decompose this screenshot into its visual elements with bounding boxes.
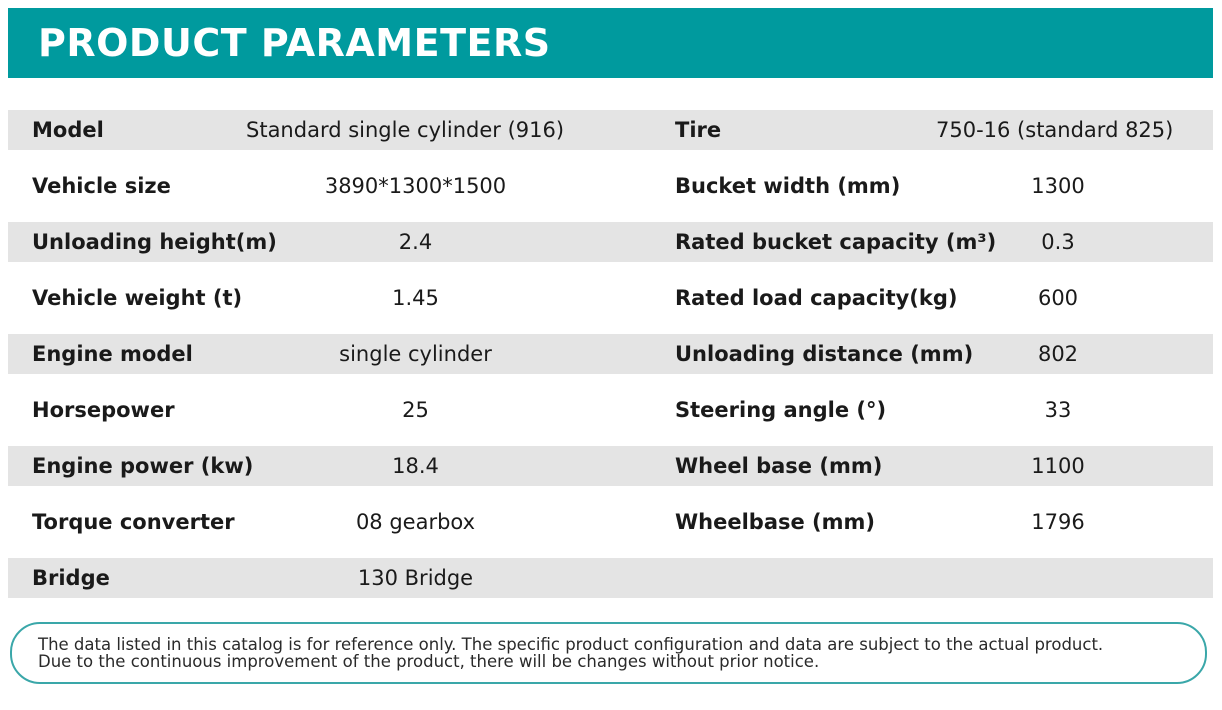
header-banner: PRODUCT PARAMETERS <box>8 8 1213 78</box>
table-row: Bridge 130 Bridge <box>8 556 1213 612</box>
param-label: Rated load capacity(kg) <box>675 286 958 310</box>
param-label: Torque converter <box>32 510 235 534</box>
param-label: Model <box>32 118 104 142</box>
table-row: Horsepower 25 Steering angle (°) 33 <box>8 388 1213 444</box>
param-value <box>978 556 1138 600</box>
param-label: Horsepower <box>32 398 175 422</box>
param-label: Engine power (kw) <box>32 454 254 478</box>
param-value: 1100 <box>1031 454 1085 478</box>
table-row: Engine model single cylinder Unloading d… <box>8 332 1213 388</box>
param-value: 802 <box>1037 342 1079 366</box>
param-value: single cylinder <box>339 342 492 366</box>
param-value: 1300 <box>1031 174 1085 198</box>
param-value: 33 <box>1044 398 1072 422</box>
param-label: Tire <box>675 118 722 142</box>
table-row: Unloading height(m) 2.4 Rated bucket cap… <box>8 220 1213 276</box>
param-value: 0.3 <box>1041 230 1075 254</box>
param-value: 18.4 <box>392 454 439 478</box>
param-label: Wheelbase (mm) <box>675 510 876 534</box>
param-label: Unloading height(m) <box>32 230 277 254</box>
table-row: Vehicle weight (t) 1.45 Rated load capac… <box>8 276 1213 332</box>
param-value: 25 <box>402 398 429 422</box>
parameters-table: Model Standard single cylinder (916) Tir… <box>8 108 1213 612</box>
param-label: Wheel base (mm) <box>675 454 883 478</box>
param-value: 3890*1300*1500 <box>324 174 507 198</box>
param-label: Vehicle size <box>32 174 171 198</box>
param-value: 08 gearbox <box>355 510 476 534</box>
param-label: Steering angle (°) <box>675 398 887 422</box>
table-row: Vehicle size 3890*1300*1500 Bucket width… <box>8 164 1213 220</box>
param-label: Unloading distance (mm) <box>675 342 974 366</box>
param-value: 1.45 <box>392 286 439 310</box>
param-label: Bridge <box>32 566 110 590</box>
page-title: PRODUCT PARAMETERS <box>38 21 551 65</box>
param-value: 1796 <box>1031 510 1085 534</box>
param-label: Engine model <box>32 342 193 366</box>
disclaimer-box: The data listed in this catalog is for r… <box>10 622 1207 684</box>
param-label: Vehicle weight (t) <box>32 286 243 310</box>
table-row: Model Standard single cylinder (916) Tir… <box>8 108 1213 164</box>
param-label: Bucket width (mm) <box>675 174 901 198</box>
param-value: 2.4 <box>398 230 433 254</box>
param-label: Rated bucket capacity (m³) <box>675 230 997 254</box>
table-row: Torque converter 08 gearbox Wheelbase (m… <box>8 500 1213 556</box>
disclaimer-line: Due to the continuous improvement of the… <box>38 652 820 671</box>
param-value: 750-16 (standard 825) <box>936 118 1174 142</box>
param-value: 600 <box>1037 286 1079 310</box>
table-row: Engine power (kw) 18.4 Wheel base (mm) 1… <box>8 444 1213 500</box>
param-value: Standard single cylinder (916) <box>246 118 565 142</box>
disclaimer-line: The data listed in this catalog is for r… <box>38 635 1104 654</box>
param-value: 130 Bridge <box>357 566 474 590</box>
